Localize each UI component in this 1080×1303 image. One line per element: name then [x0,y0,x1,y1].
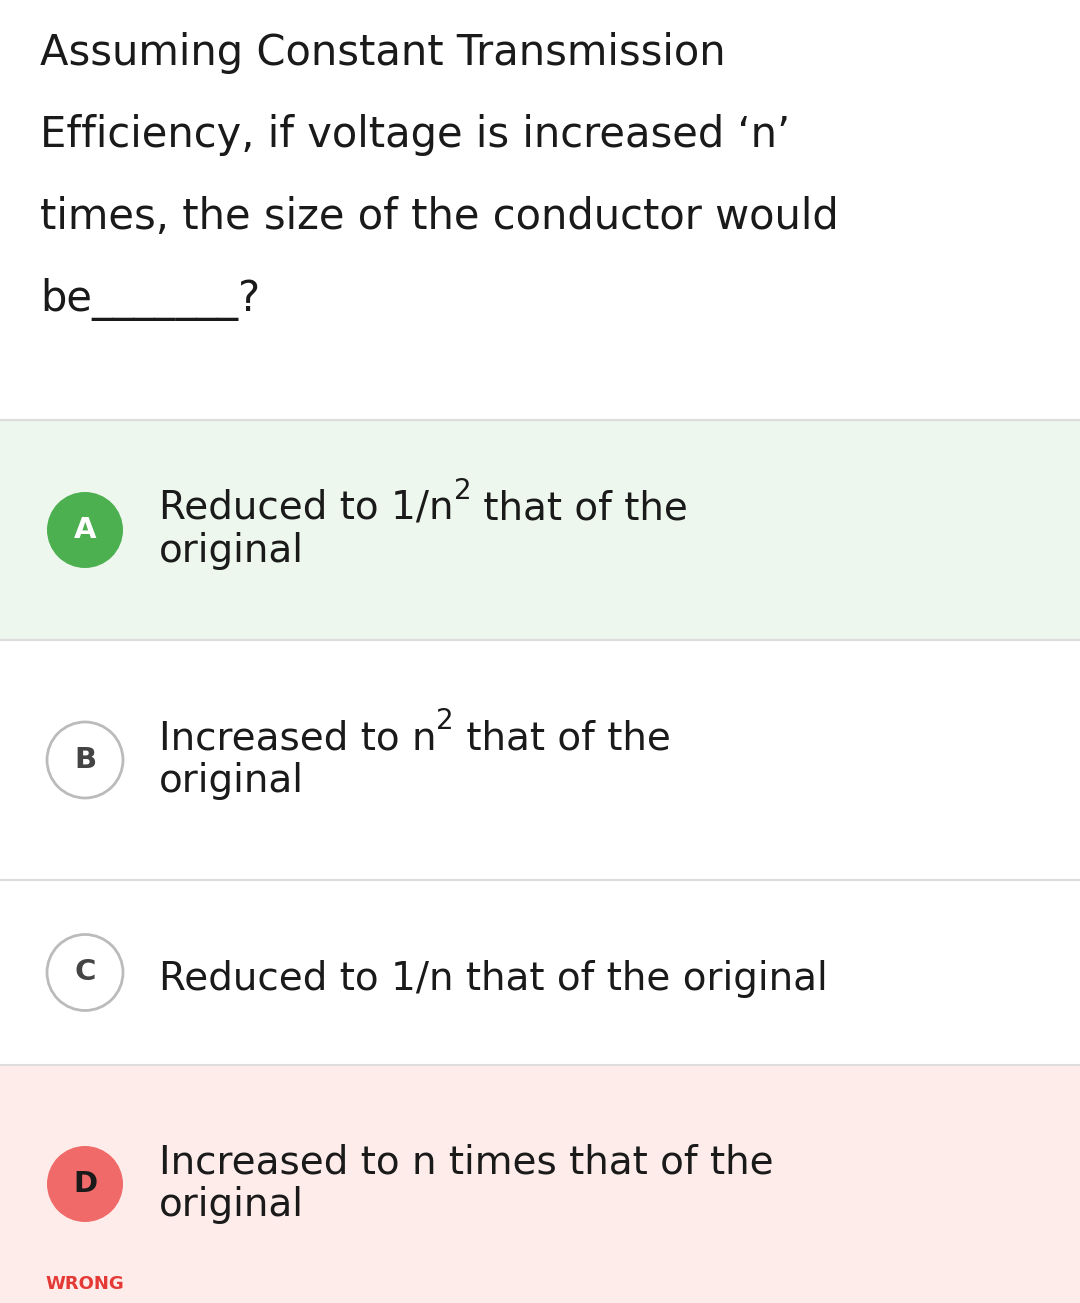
Bar [0,420,1080,640]
Text: Efficiency, if voltage is increased ‘n’: Efficiency, if voltage is increased ‘n’ [40,113,791,156]
Text: original: original [159,1187,303,1225]
Text: B: B [73,747,96,774]
Text: WRONG: WRONG [45,1276,124,1293]
Text: that of the: that of the [454,719,671,757]
Text: 2: 2 [436,708,454,735]
Bar [0,0,1080,420]
Text: times, the size of the conductor would: times, the size of the conductor would [40,195,839,238]
Text: original: original [159,762,303,800]
Bar [0,880,1080,1065]
Text: Assuming Constant Transmission: Assuming Constant Transmission [40,33,726,74]
Text: Reduced to 1/n: Reduced to 1/n [159,489,454,526]
Bar [0,640,1080,880]
Text: D: D [73,1170,97,1197]
Text: be_______?: be_______? [40,278,260,321]
Text: C: C [75,959,96,986]
Circle shape [48,722,123,797]
Text: Increased to n times that of the: Increased to n times that of the [159,1143,773,1181]
Text: original: original [159,533,303,571]
Bar [0,1065,1080,1303]
Text: A: A [73,516,96,543]
Text: 2: 2 [454,477,471,506]
Circle shape [48,1147,123,1222]
Text: that of the: that of the [471,489,688,526]
Text: Increased to n: Increased to n [159,719,436,757]
Circle shape [48,493,123,568]
Text: Reduced to 1/n that of the original: Reduced to 1/n that of the original [159,960,827,998]
Circle shape [48,934,123,1011]
